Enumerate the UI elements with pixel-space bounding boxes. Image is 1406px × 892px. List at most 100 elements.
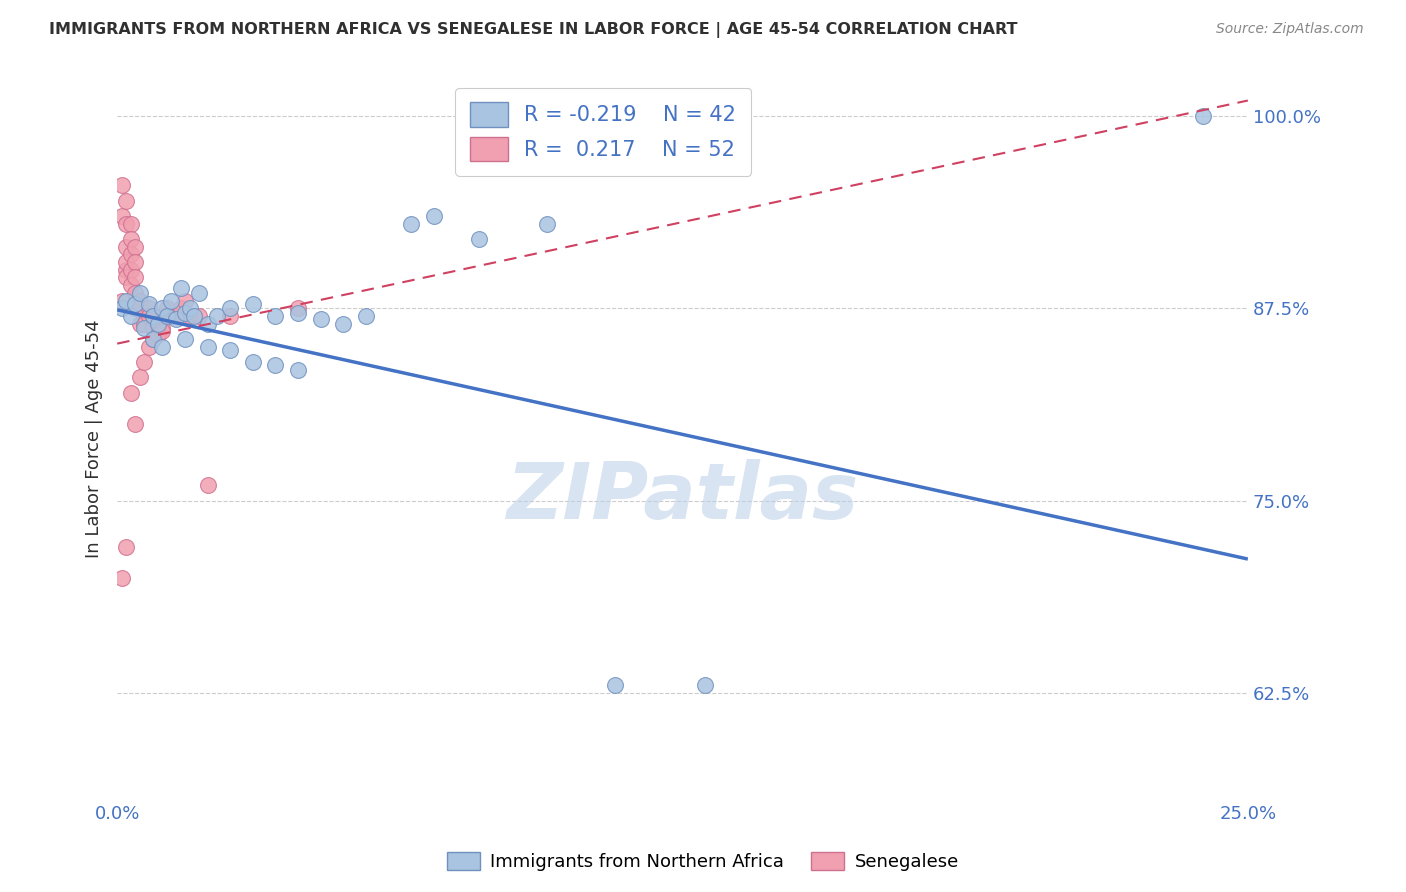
Point	[120, 309, 142, 323]
Point	[142, 332, 165, 346]
Point	[197, 478, 219, 492]
Text: IMMIGRANTS FROM NORTHERN AFRICA VS SENEGALESE IN LABOR FORCE | AGE 45-54 CORRELA: IMMIGRANTS FROM NORTHERN AFRICA VS SENEG…	[49, 22, 1018, 38]
Point	[124, 255, 146, 269]
Point	[115, 262, 138, 277]
Point	[332, 317, 354, 331]
Point	[174, 293, 197, 308]
Point	[146, 327, 169, 342]
Point	[120, 385, 142, 400]
Point	[115, 217, 138, 231]
Point	[603, 678, 626, 692]
Point	[146, 317, 169, 331]
Point	[156, 301, 179, 316]
Legend: R = -0.219    N = 42, R =  0.217    N = 52: R = -0.219 N = 42, R = 0.217 N = 52	[456, 87, 751, 176]
Point	[142, 309, 165, 323]
Point	[128, 285, 150, 300]
Point	[309, 312, 332, 326]
Point	[142, 309, 165, 323]
Point	[124, 240, 146, 254]
Point	[695, 678, 717, 692]
Point	[120, 217, 142, 231]
Point	[124, 270, 146, 285]
Point	[183, 309, 205, 323]
Point	[124, 417, 146, 431]
Point	[111, 570, 134, 584]
Point	[115, 255, 138, 269]
Point	[187, 285, 209, 300]
Point	[242, 296, 264, 310]
Point	[205, 309, 228, 323]
Point	[142, 321, 165, 335]
Point	[174, 332, 197, 346]
Text: Source: ZipAtlas.com: Source: ZipAtlas.com	[1216, 22, 1364, 37]
Point	[536, 217, 558, 231]
Point	[115, 293, 138, 308]
Point	[354, 309, 377, 323]
Point	[152, 340, 174, 354]
Point	[287, 363, 309, 377]
Point	[197, 317, 219, 331]
Point	[156, 309, 179, 323]
Point	[160, 309, 183, 323]
Y-axis label: In Labor Force | Age 45-54: In Labor Force | Age 45-54	[86, 319, 103, 558]
Point	[120, 262, 142, 277]
Point	[115, 240, 138, 254]
Point	[142, 332, 165, 346]
Point	[146, 327, 169, 342]
Point	[115, 194, 138, 208]
Point	[287, 301, 309, 316]
Text: ZIPatlas: ZIPatlas	[506, 458, 859, 535]
Point	[423, 209, 446, 223]
Point	[134, 321, 156, 335]
Point	[124, 285, 146, 300]
Point	[138, 309, 160, 323]
Point	[128, 293, 150, 308]
Point	[1191, 109, 1213, 123]
Point	[169, 281, 191, 295]
Point	[138, 296, 160, 310]
Point	[138, 340, 160, 354]
Point	[197, 340, 219, 354]
Point	[134, 317, 156, 331]
Point	[111, 178, 134, 193]
Point	[111, 293, 134, 308]
Point	[169, 301, 191, 316]
Point	[111, 209, 134, 223]
Point	[468, 232, 491, 246]
Point	[219, 301, 242, 316]
Point	[287, 306, 309, 320]
Point	[128, 317, 150, 331]
Point	[264, 358, 287, 372]
Point	[115, 270, 138, 285]
Legend: Immigrants from Northern Africa, Senegalese: Immigrants from Northern Africa, Senegal…	[440, 845, 966, 879]
Point	[152, 321, 174, 335]
Point	[174, 306, 197, 320]
Point	[165, 309, 187, 323]
Point	[111, 301, 134, 316]
Point	[264, 309, 287, 323]
Point	[152, 301, 174, 316]
Point	[152, 324, 174, 338]
Point	[120, 232, 142, 246]
Point	[160, 293, 183, 308]
Point	[219, 309, 242, 323]
Point	[152, 309, 174, 323]
Point	[165, 312, 187, 326]
Point	[138, 301, 160, 316]
Point	[146, 317, 169, 331]
Point	[219, 343, 242, 357]
Point	[120, 278, 142, 293]
Point	[179, 309, 201, 323]
Point	[179, 301, 201, 316]
Point	[242, 355, 264, 369]
Point	[128, 301, 150, 316]
Point	[134, 355, 156, 369]
Point	[399, 217, 422, 231]
Point	[124, 301, 146, 316]
Point	[128, 370, 150, 384]
Point	[124, 296, 146, 310]
Point	[134, 309, 156, 323]
Point	[187, 309, 209, 323]
Point	[115, 540, 138, 554]
Point	[120, 247, 142, 261]
